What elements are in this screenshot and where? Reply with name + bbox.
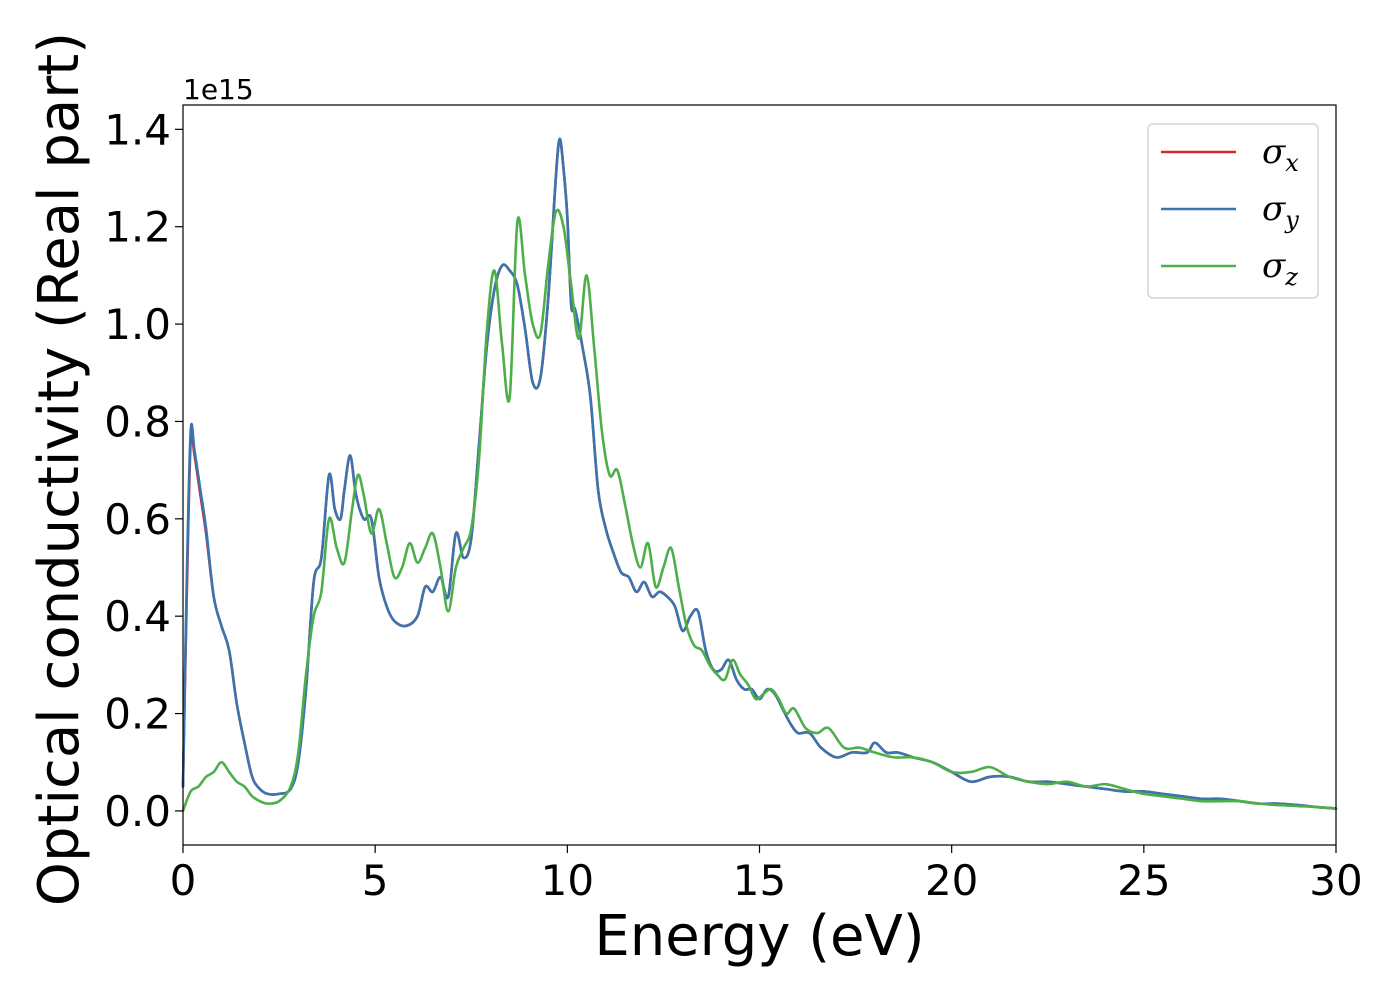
series-line-y [181,137,1338,810]
y-tick-label: 1.0 [104,300,171,349]
legend-label-z: σz [1262,246,1298,291]
y-tick-label: 0.8 [104,397,171,446]
series-line-z [181,208,1338,813]
y-axis-label: Optical conductivity (Real part) [27,32,92,906]
x-axis-label: Energy (eV) [594,904,924,969]
y-tick-label: 0.0 [104,787,171,836]
y-axis-offset-text: 1e15 [183,73,254,106]
x-tick-label: 25 [1117,856,1170,905]
x-tick-label: 5 [362,856,389,905]
y-tick-label: 0.2 [104,690,171,739]
y-tick-label: 0.4 [104,592,171,641]
legend-box [1147,123,1319,299]
legend-label-x: σx [1262,132,1299,177]
series-layer [181,137,1338,813]
y-axis-ticks: 0.0 0.2 0.4 0.6 0.8 1.0 1.2 1.4 [104,105,183,836]
x-tick-label: 0 [170,856,197,905]
x-tick-label: 30 [1309,856,1362,905]
x-tick-label: 20 [925,856,978,905]
y-tick-label: 1.2 [104,203,171,252]
x-axis-ticks: 0 5 10 15 20 25 30 [170,845,1363,905]
x-tick-label: 15 [733,856,786,905]
legend: σx σy σz [1147,123,1319,299]
y-tick-label: 0.6 [104,495,171,544]
y-tick-label: 1.4 [104,105,171,154]
legend-label-y: σy [1262,189,1299,234]
x-tick-label: 10 [541,856,594,905]
